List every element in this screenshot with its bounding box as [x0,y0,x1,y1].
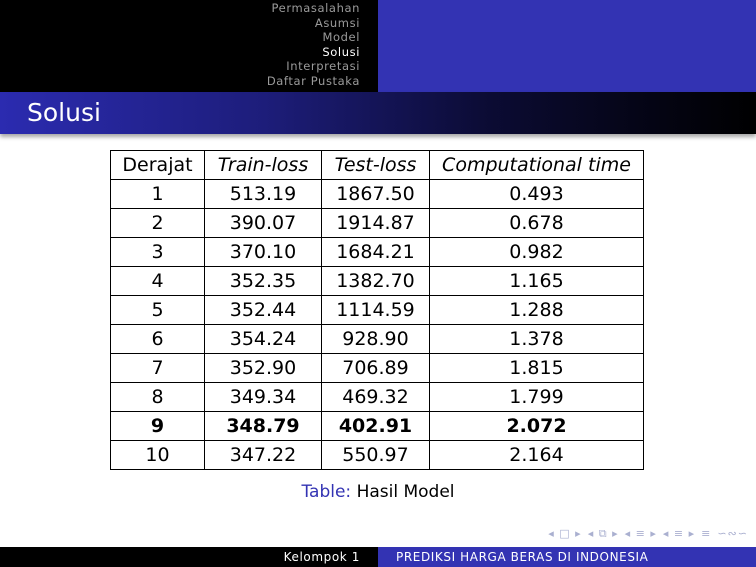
table-cell: 928.90 [321,324,430,354]
table-row: 3 370.10 1684.21 0.982 [110,237,644,267]
table-cell: 390.07 [204,208,322,238]
table-row: 5 352.44 1114.59 1.288 [110,295,644,325]
table-row: 8 349.34 469.32 1.799 [110,382,644,412]
results-table-wrapper: Derajat Train-loss Test-loss Computation… [110,150,644,470]
table-cell: 1.815 [429,353,644,383]
footer-title: PREDIKSI HARGA BERAS DI INDONESIA [378,547,756,567]
caption-label: Table: [301,482,352,502]
table-cell: 0.678 [429,208,644,238]
section-navigation-panel: Permasalahan Asumsi Model Solusi Interpretas… [0,0,378,92]
table-cell: 513.19 [204,179,322,209]
table-cell: 2.164 [429,440,644,470]
table-row: 2 390.07 1914.87 0.678 [110,208,644,238]
nav-section-daftar-pustaka[interactable]: Daftar Pustaka [266,73,360,88]
table-cell: 1.799 [429,382,644,412]
table-cell: 0.493 [429,179,644,209]
beamer-navigation-symbols: ◂ □ ▸ ◂ ⧉ ▸ ◂ ≡ ▸ ◂ ≡ ▸ ≡ ∽∾∽ [548,527,748,541]
table-cell: 1867.50 [321,179,430,209]
appendix-nav-icon[interactable]: ≡ [701,527,712,540]
table-caption: Table: Hasil Model [0,482,756,502]
table-cell: 349.34 [204,382,322,412]
caption-text: Hasil Model [356,482,455,502]
table-row: 9 348.79 402.91 2.072 [110,411,644,441]
footer-author: Kelompok 1 [0,547,378,567]
table-cell: 352.44 [204,295,322,325]
table-cell: 1914.87 [321,208,430,238]
table-row: 6 354.24 928.90 1.378 [110,324,644,354]
table-header-row: Derajat Train-loss Test-loss Computation… [110,150,644,180]
subsection-nav-icon[interactable]: ◂ ⧉ ▸ [587,527,619,540]
table-row: 4 352.35 1382.70 1.165 [110,266,644,296]
header-test-loss: Test-loss [321,150,430,180]
table-cell: 1 [110,179,205,209]
table-cell: 7 [110,353,205,383]
table-cell: 4 [110,266,205,296]
nav-section-interpretasi[interactable]: Interpretasi [286,59,360,73]
table-cell: 0.982 [429,237,644,267]
header-blue-panel [378,0,756,92]
table-cell: 347.22 [204,440,322,470]
table-cell: 5 [110,295,205,325]
table-cell: 1684.21 [321,237,430,267]
table-row: 7 352.90 706.89 1.815 [110,353,644,383]
footer-bar: Kelompok 1 PREDIKSI HARGA BERAS DI INDON… [0,547,756,567]
nav-section-model[interactable]: Model [322,30,360,44]
nav-section-solusi[interactable]: Solusi [322,44,360,59]
table-row: 10 347.22 550.97 2.164 [110,440,644,470]
table-cell: 370.10 [204,237,322,267]
table-cell: 348.79 [204,411,322,441]
table-cell: 1114.59 [321,295,430,325]
section-list: Permasalahan Asumsi Model Solusi Interpretas… [267,1,360,88]
table-cell: 354.24 [204,324,322,354]
header-computational-time: Computational time [429,150,644,180]
section-nav-icon[interactable]: ◂ ≡ ▸ [624,527,657,540]
table-row: 1 513.19 1867.50 0.493 [110,179,644,209]
table-cell: 3 [110,237,205,267]
table-cell: 550.97 [321,440,430,470]
header-navigation-bar: Permasalahan Asumsi Model Solusi Interpretas… [0,0,756,92]
frame-title-bar: Solusi [0,92,756,134]
header-train-loss: Train-loss [204,150,322,180]
table-cell: 1.288 [429,295,644,325]
frame-nav-icon[interactable]: ◂ □ ▸ [548,527,582,540]
header-derajat: Derajat [110,150,205,180]
table-cell: 1.165 [429,266,644,296]
frame-title: Solusi [27,98,101,127]
table-cell: 2 [110,208,205,238]
results-table: Derajat Train-loss Test-loss Computation… [110,150,644,470]
table-cell: 1.378 [429,324,644,354]
table-body: 1 513.19 1867.50 0.493 2 390.07 1914.87 0.678 3 3… [110,179,644,470]
table-cell: 352.90 [204,353,322,383]
nav-section-permasalahan[interactable]: Permasalahan [271,1,360,15]
table-cell: 469.32 [321,382,430,412]
table-cell: 706.89 [321,353,430,383]
subsection-list-nav-icon[interactable]: ◂ ≡ ▸ [662,527,696,540]
table-cell: 2.072 [429,411,644,441]
table-cell: 1382.70 [321,266,430,296]
nav-section-asumsi[interactable]: Asumsi [314,15,360,30]
table-cell: 402.91 [321,411,430,441]
table-cell: 352.35 [204,266,322,296]
table-cell: 9 [110,411,205,441]
table-cell: 10 [110,440,205,470]
search-nav-icon[interactable]: ∽∾∽ [717,527,748,540]
table-cell: 8 [110,382,205,412]
table-cell: 6 [110,324,205,354]
